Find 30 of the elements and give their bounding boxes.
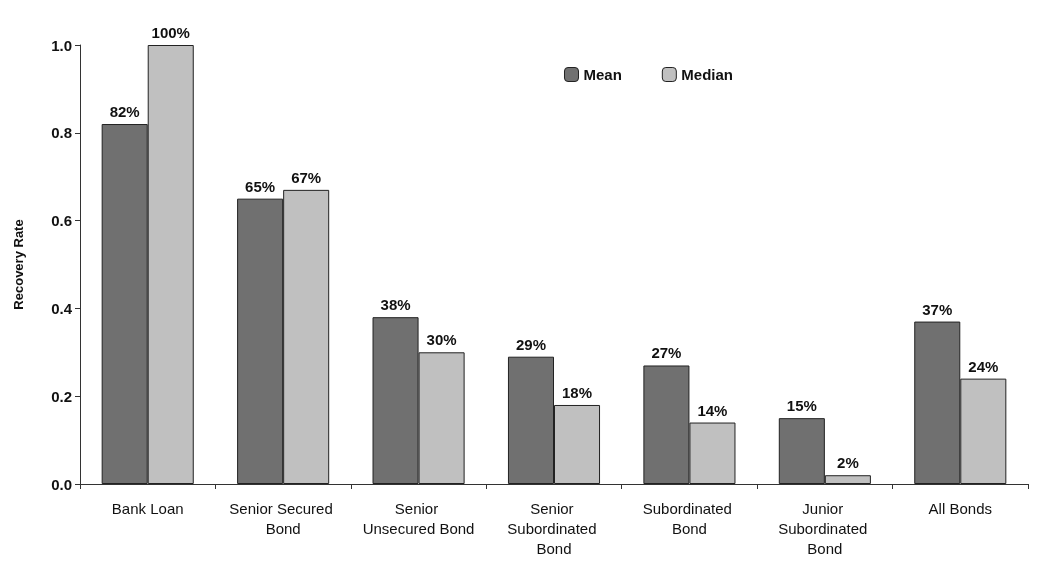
data-label: 27% (651, 344, 682, 362)
x-tick-label: All Bonds (928, 499, 992, 517)
x-tick-label: Senior Secured Bond (229, 499, 337, 537)
y-tick-label: 0.8 (51, 124, 72, 142)
data-label: 37% (922, 300, 953, 318)
y-tick-label: 0.4 (51, 299, 73, 317)
data-label: 65% (245, 177, 276, 195)
data-label: 2% (837, 454, 859, 472)
data-label: 14% (697, 401, 728, 419)
data-label: 100% (151, 24, 190, 41)
x-tick-label: Senior Subordinated Bond (507, 499, 601, 557)
y-tick-label: 0.6 (51, 212, 72, 230)
data-label: 67% (291, 168, 322, 186)
data-label: 15% (786, 397, 817, 415)
data-label: 82% (109, 103, 140, 121)
data-label: 38% (380, 296, 411, 314)
x-tick-label: Bank Loan (111, 499, 184, 517)
legend-label: Median (681, 66, 734, 83)
data-label: 18% (562, 383, 593, 401)
y-axis-title: Recovery Rate (11, 219, 26, 310)
legend-label: Mean (583, 66, 622, 83)
y-tick-label: 1.0 (51, 36, 72, 54)
x-tick-label: Junior Subordinated Bond (778, 499, 872, 557)
data-label: 30% (426, 331, 457, 349)
x-tick-label: Senior Unsecured Bond (362, 499, 475, 537)
x-tick-label: Subordinated Bond (642, 499, 737, 537)
data-label: 29% (515, 335, 546, 353)
y-tick-label: 0.2 (51, 387, 72, 405)
data-label: 24% (968, 357, 999, 375)
y-tick-label: 0.0 (51, 475, 72, 493)
